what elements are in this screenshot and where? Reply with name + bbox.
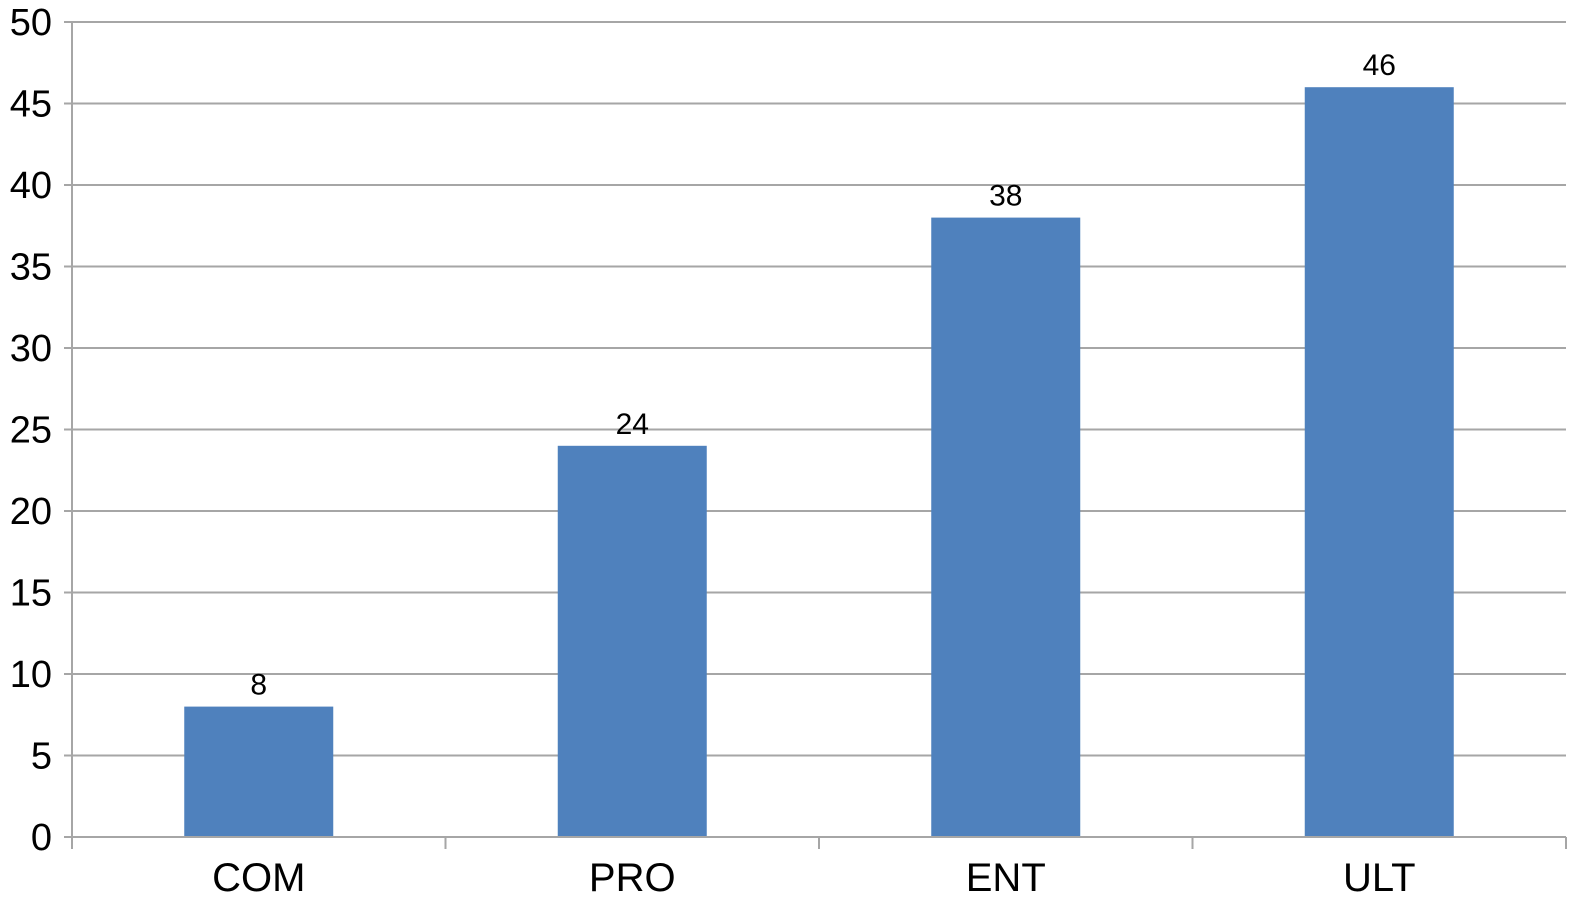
axes [64,21,1567,849]
x-tick-label: COM [212,856,305,900]
bar-ult [1304,87,1454,837]
bar-com [184,706,334,837]
data-label: 24 [616,408,649,441]
y-tick-label: 10 [10,654,52,696]
data-label: 38 [989,180,1022,213]
x-tick-labels: COM PRO ENT ULT [212,856,1415,900]
y-tick-label: 40 [10,165,52,207]
gridlines [72,21,1566,757]
data-label: 46 [1363,49,1396,82]
y-tick-label: 30 [10,328,52,370]
y-tick-label: 5 [31,736,52,778]
y-tick-label: 0 [31,817,52,859]
y-tick-label: 50 [10,2,52,44]
x-tick-label: ULT [1343,856,1416,900]
x-tick-label: PRO [589,856,676,900]
y-tick-label: 15 [10,573,52,615]
bar-pro [557,445,707,837]
y-tick-label: 20 [10,491,52,533]
y-tick-labels: 0 5 10 15 20 25 30 35 40 45 50 [10,2,52,859]
y-tick-label: 35 [10,247,52,289]
bar-ent [931,217,1081,838]
y-tick-label: 45 [10,84,52,126]
bars [184,87,1454,838]
y-tick-label: 25 [10,410,52,452]
data-label: 8 [250,669,267,702]
x-tick-label: ENT [966,856,1046,900]
data-labels: 8 24 38 46 [250,49,1396,701]
